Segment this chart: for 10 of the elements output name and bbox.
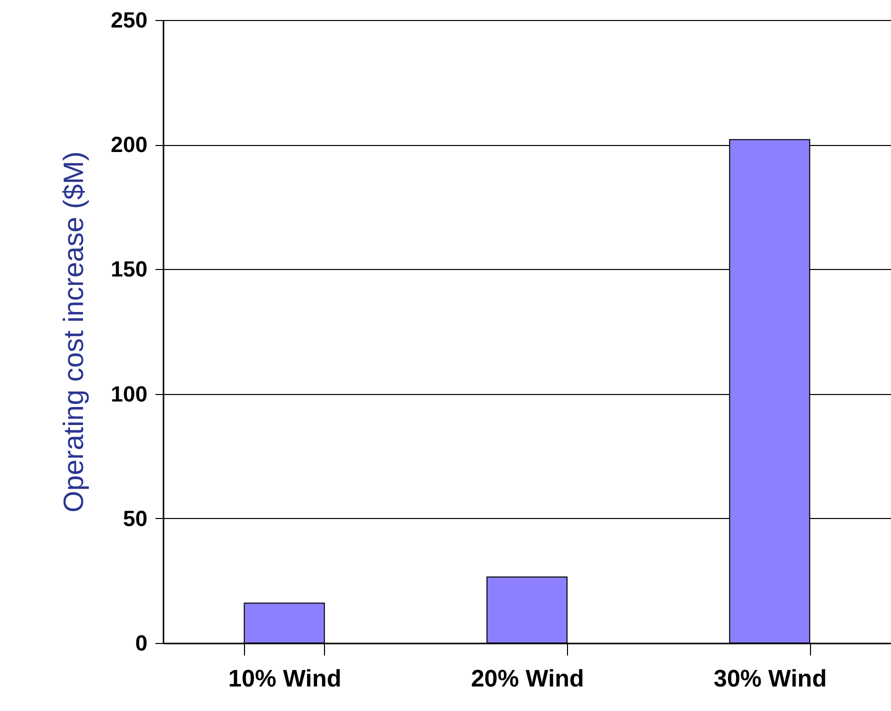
x-tick-label: 20% Wind [470,666,584,692]
y-tick-label: 250 [110,8,148,32]
y-tick-label: 50 [123,506,148,531]
y-tick-label: 150 [110,256,148,282]
y-tick-label: 0 [135,630,148,656]
y-tick-label: 100 [110,381,148,406]
y-tick-label: 200 [110,132,148,158]
x-tick-label: 30% Wind [714,666,827,692]
x-tick-label: 10% Wind [228,666,342,692]
y-axis-title: Operating cost increase ($M) [58,151,89,513]
